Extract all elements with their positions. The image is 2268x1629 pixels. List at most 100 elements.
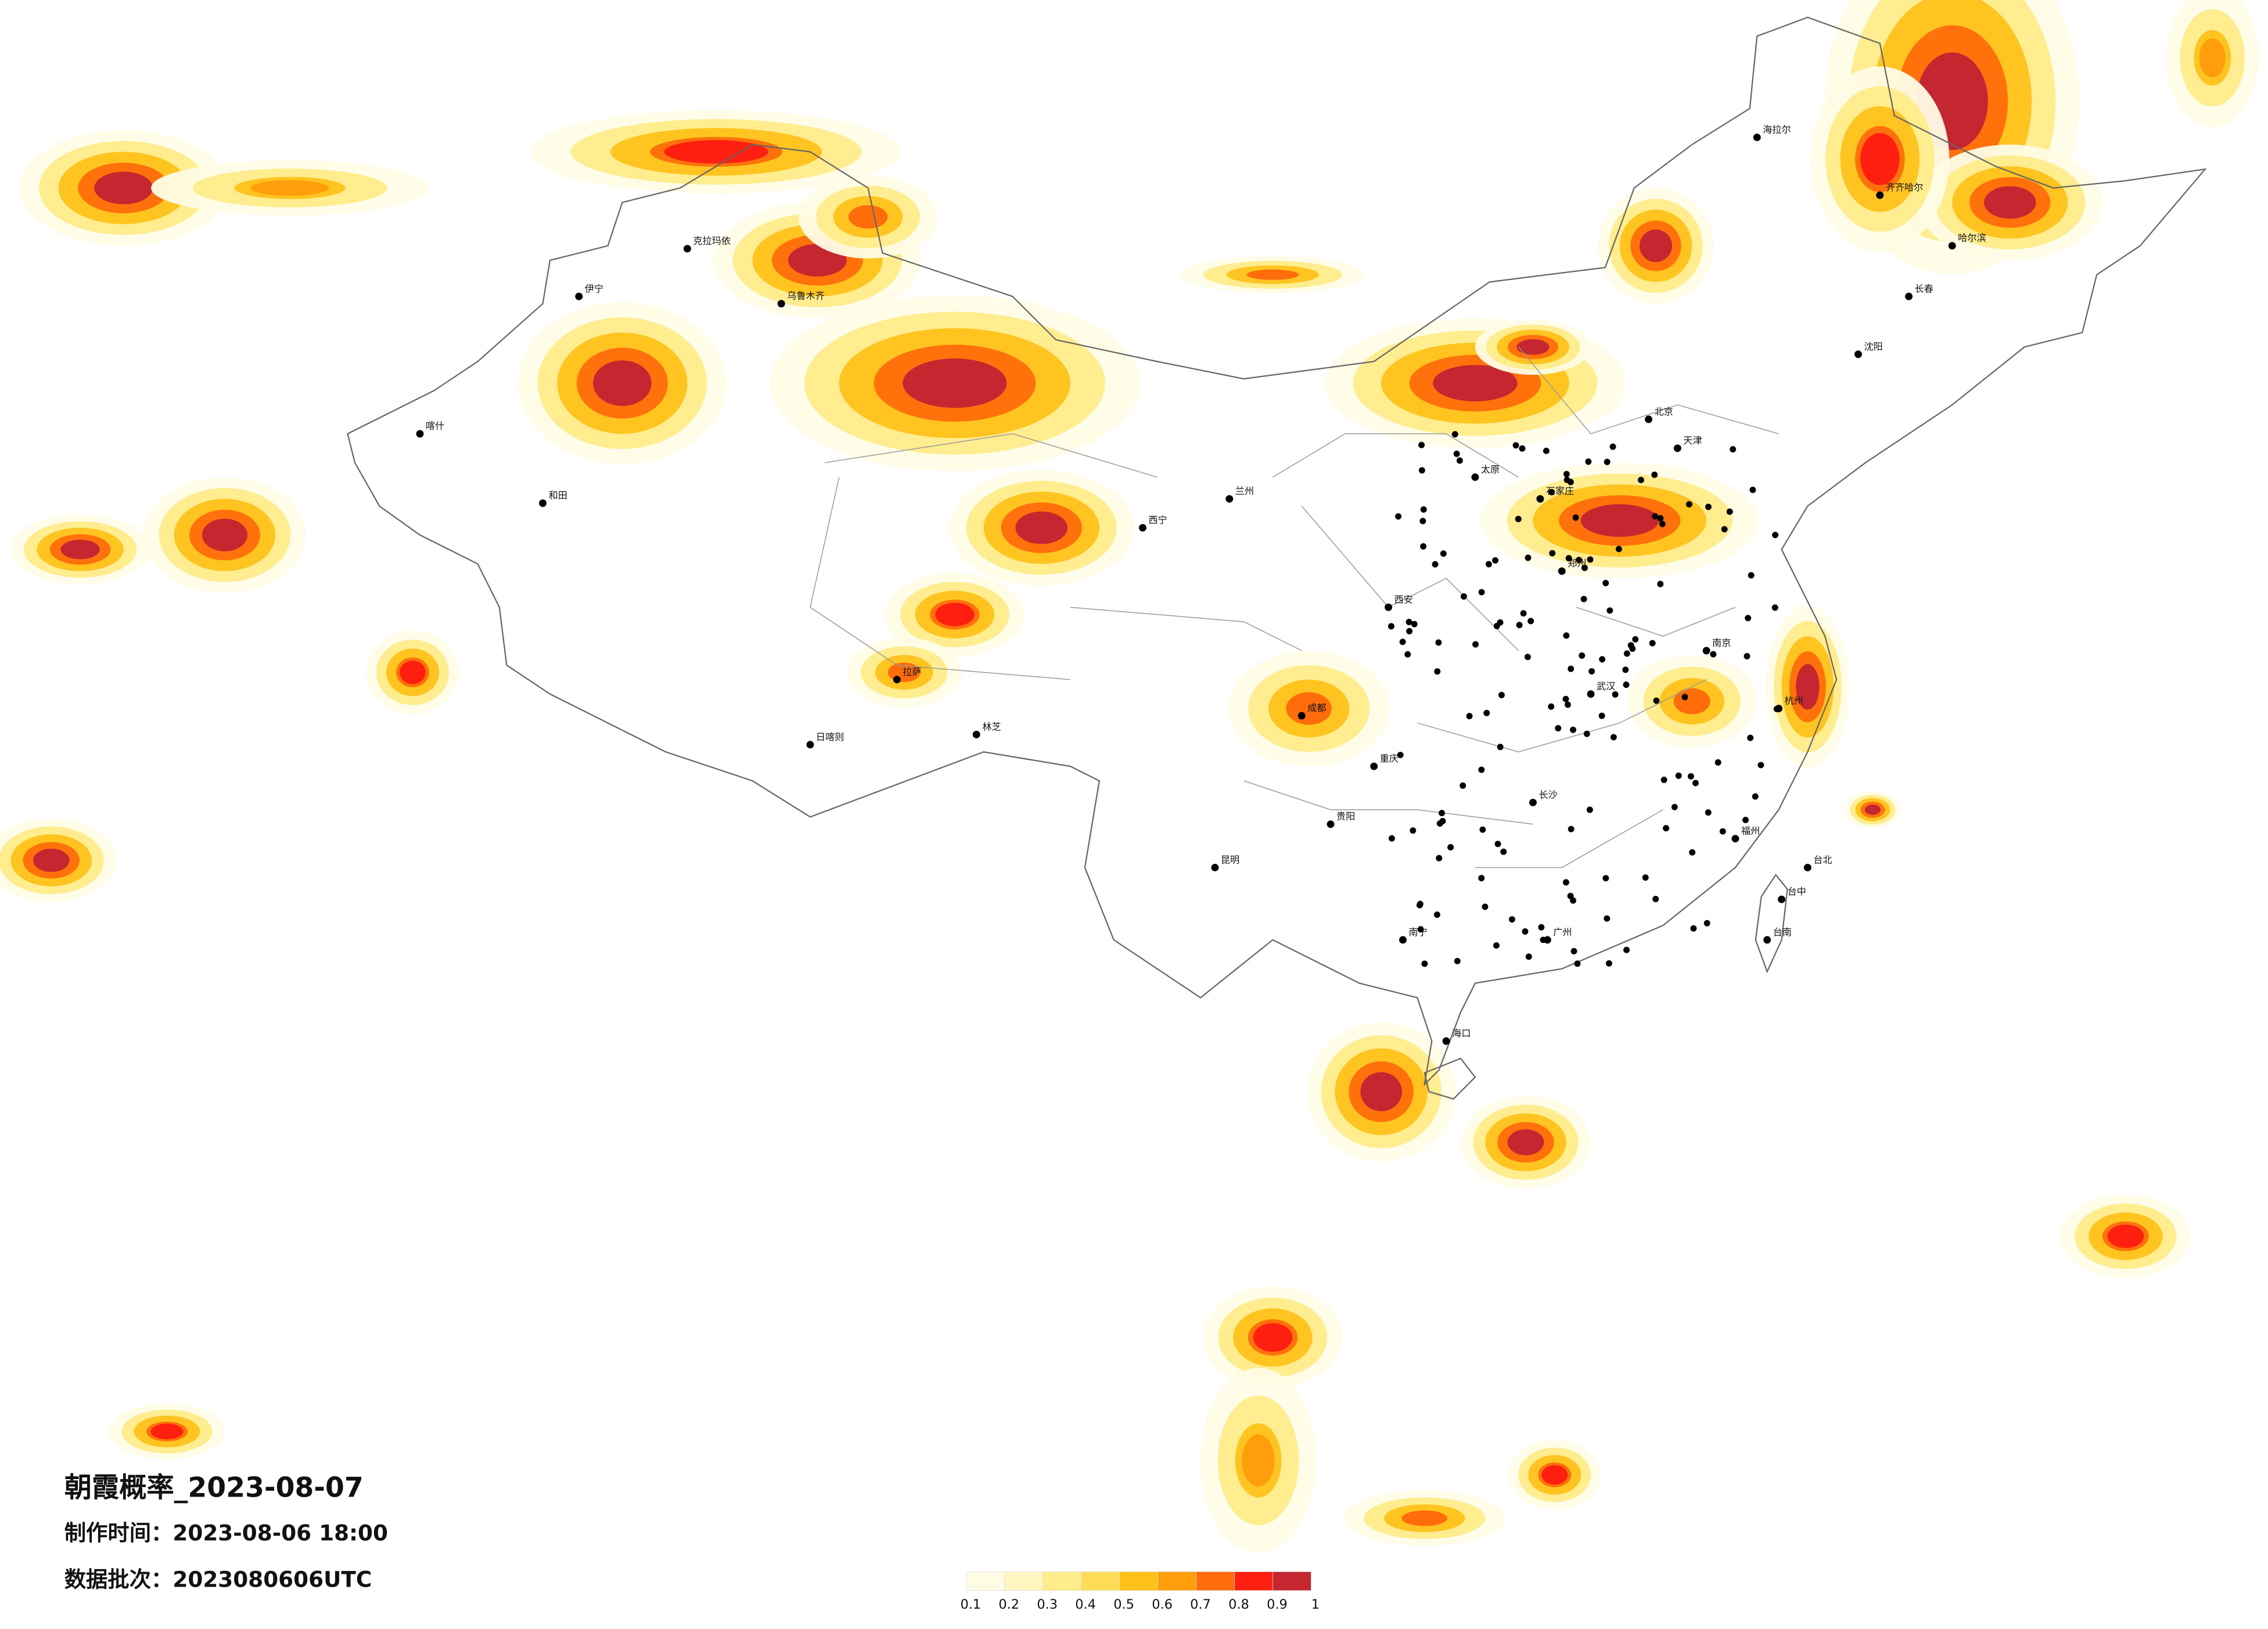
heat-patch xyxy=(250,180,329,196)
town-dot xyxy=(1435,639,1442,646)
city-label: 西宁 xyxy=(1148,515,1167,526)
city-label: 南京 xyxy=(1712,637,1731,648)
town-dot xyxy=(1562,879,1569,886)
town-dot xyxy=(1623,681,1630,688)
heat-patch xyxy=(1516,339,1550,355)
heat-patch xyxy=(935,602,975,626)
city-dot xyxy=(1702,647,1710,655)
city-label: 台中 xyxy=(1787,886,1806,897)
city-label: 台北 xyxy=(1813,854,1832,865)
town-dot xyxy=(1570,948,1577,955)
town-dot xyxy=(1479,826,1486,833)
town-dot xyxy=(1493,942,1500,949)
city-dot xyxy=(1442,1037,1450,1045)
city-dot xyxy=(1905,292,1913,300)
heat-patch xyxy=(1983,186,2036,219)
hainan xyxy=(1424,1057,1476,1100)
town-dot xyxy=(1675,772,1682,779)
town-dot xyxy=(1615,546,1622,552)
legend-swatch xyxy=(1196,1571,1235,1591)
town-dot xyxy=(1411,620,1418,627)
town-dot xyxy=(1562,695,1569,702)
city-dot xyxy=(1211,863,1219,871)
city-label: 杭州 xyxy=(1785,695,1803,706)
town-dot xyxy=(1570,726,1576,733)
town-dot xyxy=(1515,515,1522,522)
heat-patch xyxy=(33,848,70,873)
city-label: 广州 xyxy=(1553,927,1572,938)
town-dot xyxy=(1478,766,1485,773)
city-label: 林芝 xyxy=(982,721,1001,732)
town-dot xyxy=(1432,561,1439,568)
town-dot xyxy=(1604,458,1611,465)
town-dot xyxy=(1522,928,1529,935)
town-dot xyxy=(1420,506,1427,513)
town-dot xyxy=(1410,827,1417,834)
legend-swatch xyxy=(1234,1571,1273,1591)
town-dot xyxy=(1433,912,1440,918)
town-dot xyxy=(1419,518,1426,525)
town-dot xyxy=(1567,892,1574,899)
town-dot xyxy=(1519,445,1526,452)
town-dot xyxy=(1454,957,1461,964)
legend-tick-label: 0.8 xyxy=(1228,1597,1249,1612)
city-dot xyxy=(777,300,785,308)
city-dot xyxy=(1876,191,1884,199)
heat-patch xyxy=(1360,1072,1402,1111)
made-label: 制作时间： xyxy=(64,1520,173,1545)
city-dot xyxy=(1753,133,1761,141)
legend-tick-label: 0.7 xyxy=(1190,1597,1211,1612)
city-dot xyxy=(1399,936,1407,944)
legend-tick-label: 0.1 xyxy=(960,1597,981,1612)
city-label: 沈阳 xyxy=(1864,341,1882,352)
city-dot xyxy=(893,676,901,684)
town-dot xyxy=(1623,946,1630,953)
legend-tick-label: 0.2 xyxy=(998,1597,1019,1612)
town-dot xyxy=(1460,593,1467,600)
town-dot xyxy=(1579,652,1586,659)
heat-patch xyxy=(903,358,1007,408)
city-dot xyxy=(972,730,980,738)
city-label: 台南 xyxy=(1773,927,1792,938)
town-dot xyxy=(1540,937,1547,943)
heat-patch xyxy=(1433,365,1518,401)
city-dot xyxy=(1471,473,1479,481)
city-dot xyxy=(1763,936,1771,944)
legend-tick-label: 0.5 xyxy=(1113,1597,1134,1612)
town-dot xyxy=(1497,619,1504,626)
heat-patch xyxy=(2107,1224,2144,1248)
town-dot xyxy=(1703,920,1710,927)
town-dot xyxy=(1606,607,1613,614)
legend-tick-label: 0.9 xyxy=(1267,1597,1288,1612)
heat-patch xyxy=(1639,229,1672,263)
town-dot xyxy=(1659,521,1666,528)
heat-patch xyxy=(60,539,100,559)
town-dot xyxy=(1687,773,1694,780)
town-dot xyxy=(1627,642,1634,649)
town-dot xyxy=(1721,526,1728,533)
town-dot xyxy=(1671,803,1678,810)
town-dot xyxy=(1653,697,1660,704)
town-dot xyxy=(1719,828,1726,835)
town-dot xyxy=(1416,902,1423,909)
town-dot xyxy=(1563,471,1570,478)
city-dot xyxy=(1587,690,1595,698)
city-label: 伊宁 xyxy=(585,283,603,294)
taiwan xyxy=(1755,873,1788,974)
town-dot xyxy=(1610,734,1617,741)
city-label: 喀什 xyxy=(426,421,444,432)
city-dot xyxy=(575,292,583,300)
town-dot xyxy=(1399,638,1406,645)
town-dot xyxy=(1772,532,1779,539)
town-dot xyxy=(1388,835,1395,842)
legend-swatch xyxy=(1004,1571,1044,1591)
city-dot xyxy=(1327,820,1335,828)
city-label: 哈尔滨 xyxy=(1958,232,1986,243)
heat-layer xyxy=(0,0,2259,1553)
town-dot xyxy=(1632,636,1639,643)
made-time: 制作时间：2023-08-06 18:00 xyxy=(64,1520,388,1545)
city-dot xyxy=(1645,415,1653,424)
city-dot xyxy=(806,741,814,749)
